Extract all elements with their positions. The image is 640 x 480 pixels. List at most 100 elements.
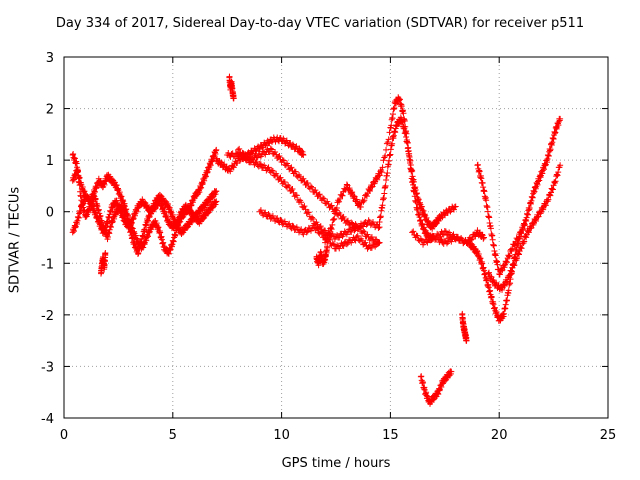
- data-point: [545, 196, 552, 203]
- data-point: [480, 234, 487, 241]
- data-point: [254, 154, 261, 161]
- data-point: [300, 151, 307, 158]
- data-point: [357, 203, 364, 210]
- data-point: [382, 182, 389, 189]
- data-point: [329, 230, 336, 237]
- data-point: [346, 185, 353, 192]
- data-point: [301, 203, 308, 210]
- data-point: [330, 241, 337, 248]
- data-point: [288, 164, 295, 171]
- y-axis-label: SDTVAR / TECUs: [7, 186, 23, 294]
- data-point: [557, 162, 564, 169]
- data-point: [322, 236, 329, 243]
- data-point: [267, 145, 274, 152]
- data-point: [387, 151, 394, 158]
- data-point: [376, 239, 383, 246]
- data-point: [438, 236, 445, 243]
- x-tick-label: 25: [600, 428, 617, 443]
- y-tick-label: 2: [46, 103, 54, 118]
- data-point: [280, 157, 287, 164]
- data-point: [555, 169, 562, 176]
- data-point: [303, 229, 310, 236]
- data-point: [286, 220, 293, 227]
- data-point: [500, 310, 507, 317]
- data-point: [535, 213, 542, 220]
- data-point: [236, 145, 243, 152]
- data-point: [302, 206, 309, 213]
- data-point: [321, 195, 328, 202]
- data-point: [361, 229, 368, 236]
- data-point: [344, 217, 351, 224]
- data-point: [315, 191, 322, 198]
- data-point: [304, 180, 311, 187]
- data-point: [307, 183, 314, 190]
- data-point: [448, 238, 455, 245]
- data-point: [496, 271, 503, 278]
- data-point: [510, 261, 517, 268]
- data-point: [102, 249, 109, 256]
- y-tick-label: 3: [46, 51, 54, 66]
- data-point: [309, 214, 316, 221]
- data-point: [498, 267, 505, 274]
- x-tick-label: 15: [382, 428, 399, 443]
- data-point: [490, 242, 497, 249]
- data-point: [289, 141, 296, 148]
- data-point: [557, 115, 564, 122]
- data-point: [414, 232, 421, 239]
- data-point: [510, 241, 517, 248]
- data-point: [509, 245, 516, 252]
- data-point: [379, 164, 386, 171]
- data-point: [409, 168, 416, 175]
- data-point: [328, 202, 335, 209]
- data-point: [547, 192, 554, 199]
- data-point: [338, 192, 345, 199]
- data-point: [485, 269, 492, 276]
- data-point: [266, 140, 273, 147]
- data-point: [268, 146, 275, 153]
- data-point: [485, 270, 492, 277]
- data-point: [305, 209, 312, 216]
- data-point: [290, 223, 297, 230]
- data-point: [381, 190, 388, 197]
- data-point: [348, 239, 355, 246]
- data-point: [520, 239, 527, 246]
- data-point: [361, 197, 368, 204]
- data-point: [257, 207, 264, 214]
- data-point: [364, 231, 371, 238]
- data-point: [318, 230, 325, 237]
- y-tick-label: 0: [46, 206, 54, 221]
- data-point: [213, 198, 220, 205]
- data-point: [487, 225, 494, 232]
- data-point: [329, 221, 336, 228]
- data-point: [343, 231, 350, 238]
- data-point: [369, 219, 376, 226]
- data-point: [340, 213, 347, 220]
- plot-frame: [63, 56, 609, 419]
- y-tick-label: 1: [46, 154, 54, 169]
- data-point: [549, 186, 556, 193]
- data-point: [232, 150, 239, 157]
- data-point: [330, 216, 337, 223]
- data-point: [515, 235, 522, 242]
- data-point: [386, 129, 393, 136]
- data-point: [377, 168, 384, 175]
- data-point: [511, 262, 518, 269]
- data-point: [327, 225, 334, 232]
- data-point: [336, 234, 343, 241]
- data-point: [379, 202, 386, 209]
- data-point: [517, 244, 524, 251]
- data-point: [316, 191, 323, 198]
- data-point: [452, 203, 459, 210]
- data-point: [476, 230, 483, 237]
- data-point: [289, 186, 296, 193]
- y-tick-label: -4: [41, 412, 54, 427]
- data-point: [360, 227, 367, 234]
- data-point: [277, 174, 284, 181]
- data-point: [514, 236, 521, 243]
- data-point: [362, 239, 369, 246]
- data-point: [377, 213, 384, 220]
- data-point: [502, 258, 509, 265]
- data-point: [223, 164, 230, 171]
- data-point: [386, 157, 393, 164]
